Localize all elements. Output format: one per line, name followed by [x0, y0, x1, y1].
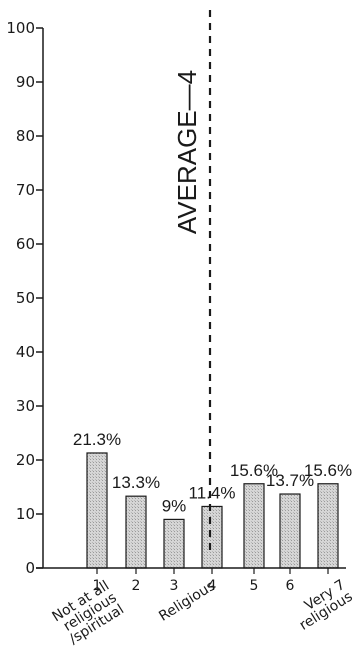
x-category-label: 6	[286, 578, 295, 594]
y-tick-label: 80	[16, 127, 35, 145]
y-tick-label: 40	[16, 343, 35, 361]
y-tick-label: 90	[16, 73, 35, 91]
y-tick-label: 50	[16, 289, 35, 307]
bar	[201, 505, 223, 569]
bar-data-label: 11.4%	[189, 483, 236, 502]
y-tick-label: 30	[16, 397, 35, 415]
x-anchor-label-text: Not at allreligious/spiritual	[49, 578, 126, 649]
y-tick-label: 20	[16, 451, 35, 469]
x-axis: 1 2 3 4 5 6 Not at allreligious/spiritual Relig…	[36, 567, 355, 649]
bar-data-label: 21.3%	[73, 430, 121, 449]
bar-data-label: 13.3%	[112, 473, 160, 492]
x-anchor-label: Not at allreligious/spiritual	[49, 578, 126, 649]
y-tick-label: 100	[6, 19, 35, 37]
bar	[163, 518, 185, 569]
bar-data-label: 15.6%	[304, 461, 352, 480]
y-tick-label: 70	[16, 181, 35, 199]
bar-data-label: 13.7%	[266, 471, 314, 490]
x-category-label: 4	[208, 578, 217, 594]
x-anchor-label: Very 7religious	[289, 577, 355, 634]
bar	[243, 483, 265, 569]
bars: 21.3% 13.3%9%11.4% 15.6%13.7%15.6%	[73, 430, 352, 569]
y-tick-label: 0	[25, 559, 35, 577]
x-anchor-label: Religious	[156, 578, 218, 625]
bar-data-label: 15.6%	[230, 461, 278, 480]
y-axis: 0 10 20 30 40 50 60 70 80 90 100	[6, 19, 44, 577]
x-anchor-label-text: Religious	[156, 578, 218, 625]
bar-data-label: 9%	[162, 496, 187, 515]
x-category-label: 2	[132, 578, 141, 594]
bar	[317, 483, 339, 569]
x-category-label: 1	[93, 578, 102, 594]
x-category-label: 5	[250, 578, 259, 594]
y-tick-label: 60	[16, 235, 35, 253]
x-category-label: 3	[170, 578, 179, 594]
bar	[86, 452, 108, 569]
bar	[125, 495, 147, 569]
average-marker: AVERAGE—4	[172, 10, 212, 552]
bar	[279, 493, 301, 569]
y-tick-label: 10	[16, 505, 35, 523]
x-anchor-label-text: Very 7religious	[289, 577, 355, 634]
average-label: AVERAGE—4	[172, 70, 202, 234]
